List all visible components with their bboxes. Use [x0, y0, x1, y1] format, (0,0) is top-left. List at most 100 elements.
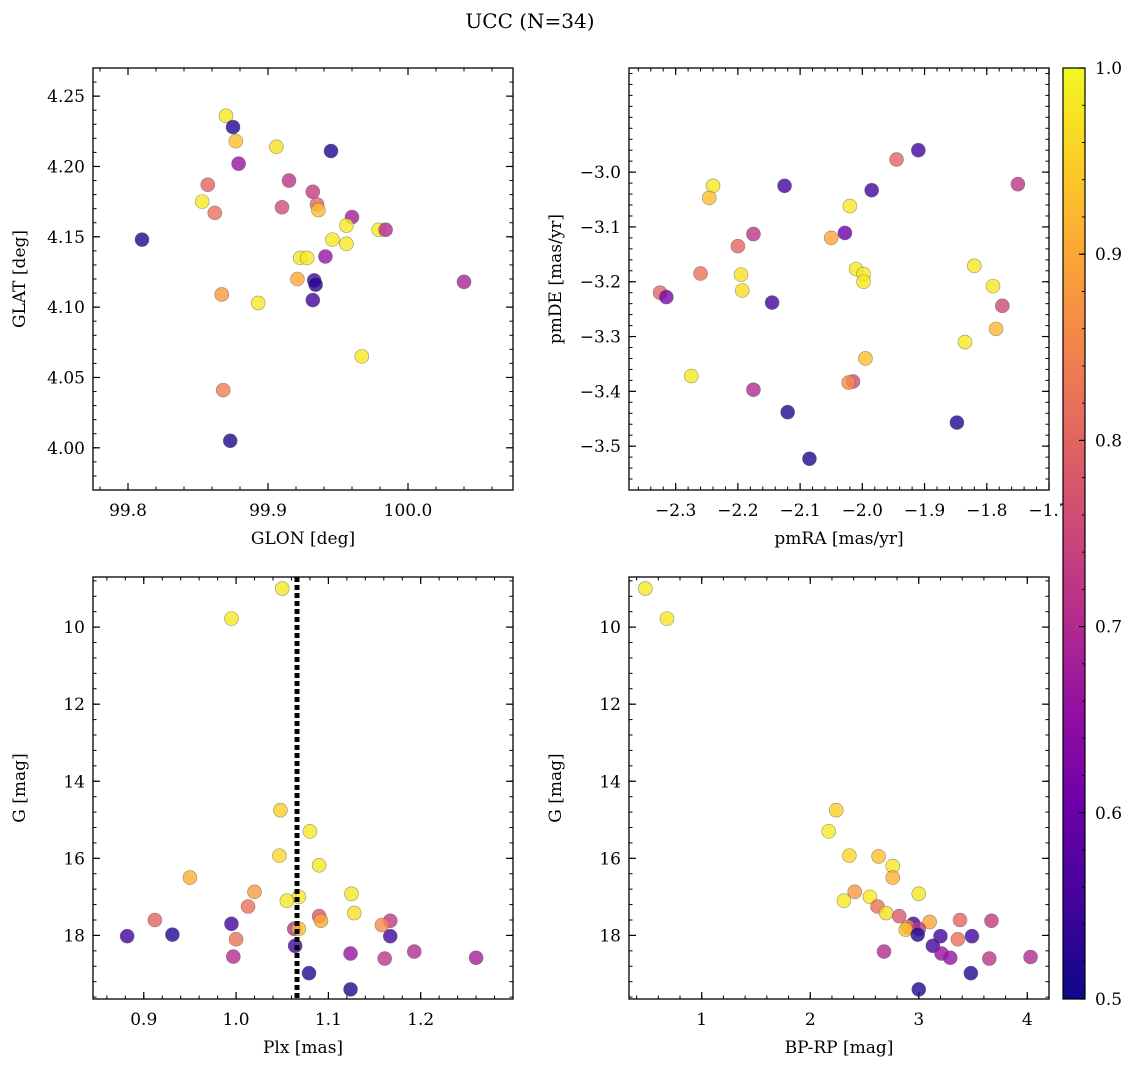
scatter-point — [858, 351, 873, 366]
scatter-point — [988, 321, 1004, 337]
y-tick-label: 12 — [63, 695, 85, 715]
colorbar-tick-label: 0.8 — [1095, 431, 1122, 451]
scatter-point — [746, 226, 761, 242]
y-tick-label: −3.4 — [580, 382, 621, 402]
x-tick-label: −2.3 — [655, 501, 696, 521]
x-axis-label: pmRA [mas/yr] — [774, 529, 903, 549]
x-tick-label: −2.1 — [779, 501, 820, 521]
y-tick-label: 4.10 — [47, 298, 85, 318]
scatter-point — [823, 230, 839, 246]
scatter-point — [683, 368, 699, 384]
scatter-point — [950, 931, 966, 947]
scatter-point — [837, 225, 853, 241]
y-tick-label: 16 — [63, 849, 85, 869]
scatter-point — [305, 184, 321, 200]
scatter-point — [842, 198, 858, 214]
y-tick-label: −3.5 — [580, 437, 621, 457]
scatter-point — [984, 913, 999, 929]
scatter-point — [963, 965, 979, 981]
x-tick-label: −1.7 — [1028, 501, 1069, 521]
x-tick-label: 4 — [1022, 1010, 1033, 1030]
scatter-point — [659, 289, 674, 305]
scatter-point — [318, 249, 333, 264]
y-tick-label: 14 — [599, 772, 621, 792]
scatter-point — [878, 905, 894, 921]
x-axis-label: GLON [deg] — [251, 529, 355, 549]
y-tick-label: 4.20 — [47, 157, 85, 177]
scatter-point — [305, 292, 321, 308]
scatter-point — [967, 258, 982, 274]
colorbar-gradient — [1062, 67, 1086, 1000]
scatter-point — [274, 199, 290, 215]
colorbar-tick-label: 0.9 — [1095, 245, 1122, 265]
x-tick-label: 1.2 — [407, 1010, 434, 1030]
scatter-points — [119, 581, 484, 997]
scatter-point — [889, 152, 904, 167]
minor-ticks — [629, 577, 1050, 999]
scatter-point — [323, 143, 339, 159]
scatter-point — [693, 266, 708, 281]
scatter-point — [734, 283, 750, 298]
scatter-point — [290, 271, 305, 287]
scatter-point — [194, 194, 210, 209]
scatter-point — [225, 119, 241, 135]
x-tick-label: 3 — [913, 1010, 924, 1030]
colorbar-tick-label: 0.7 — [1095, 618, 1122, 638]
scatter-point — [281, 173, 297, 188]
scatter-point — [343, 946, 358, 961]
x-tick-label: 1.0 — [223, 1010, 250, 1030]
scatter-point — [841, 375, 856, 390]
scatter-point — [343, 982, 358, 997]
y-axis-label: pmDE [mas/yr] — [546, 214, 566, 344]
scatter-point — [311, 857, 327, 873]
scatter-point — [891, 908, 907, 924]
x-axis-label: BP-RP [mag] — [785, 1038, 894, 1058]
y-axis-label: GLAT [deg] — [10, 230, 30, 328]
panel-plx-g: 0.9 1.0 1.1 1.2 10 12 14 16 18 Plx [mas] G [mag] — [10, 576, 514, 1058]
y-tick-label: 4.00 — [47, 439, 85, 459]
scatter-point — [911, 142, 926, 158]
scatter-point — [224, 916, 239, 932]
scatter-point — [876, 944, 892, 959]
y-axis-label: G [mag] — [10, 753, 30, 822]
colorbar: 0.5 0.6 0.7 0.8 0.9 1.0 — [1062, 59, 1122, 1010]
scatter-point — [746, 382, 761, 398]
x-tick-label: 0.9 — [130, 1010, 157, 1030]
scatter-point — [224, 611, 239, 626]
scatter-point — [957, 334, 973, 350]
scatter-point — [226, 949, 241, 964]
scatter-point — [378, 222, 393, 238]
scatter-point — [311, 202, 326, 218]
scatter-point — [182, 870, 198, 885]
scatter-point — [842, 848, 857, 863]
panel-pmra-pmde: −2.3 −2.2 −2.1 −2.0 −1.9 −1.8 −1.7 −3.5 −3.4 −3.3… — [546, 67, 1070, 549]
colorbar-tick-label: 1.0 — [1095, 59, 1122, 79]
scatter-point — [147, 912, 163, 928]
colorbar-tick-label: 0.5 — [1095, 990, 1122, 1010]
scatter-point — [659, 611, 675, 626]
scatter-point — [382, 928, 398, 944]
scatter-point — [299, 250, 315, 266]
scatter-point — [228, 931, 244, 947]
scatter-point — [354, 349, 370, 364]
scatter-point — [911, 886, 927, 902]
scatter-point — [802, 451, 817, 467]
scatter-point — [374, 917, 390, 933]
scatter-point — [949, 415, 965, 430]
scatter-point — [764, 295, 780, 310]
scatter-point — [301, 965, 317, 981]
scatter-point — [733, 267, 749, 282]
scatter-point — [864, 182, 879, 198]
y-tick-label: 12 — [599, 695, 621, 715]
x-tick-label: 99.8 — [109, 501, 147, 521]
x-tick-label: −1.8 — [966, 501, 1007, 521]
x-tick-label: −1.9 — [904, 501, 945, 521]
scatter-point — [215, 382, 231, 398]
x-tick-label: −2.0 — [842, 501, 883, 521]
scatter-point — [821, 824, 836, 839]
y-axis-label: G [mag] — [546, 753, 566, 822]
scatter-points — [637, 581, 1038, 997]
y-tick-label: −3.3 — [580, 328, 621, 348]
